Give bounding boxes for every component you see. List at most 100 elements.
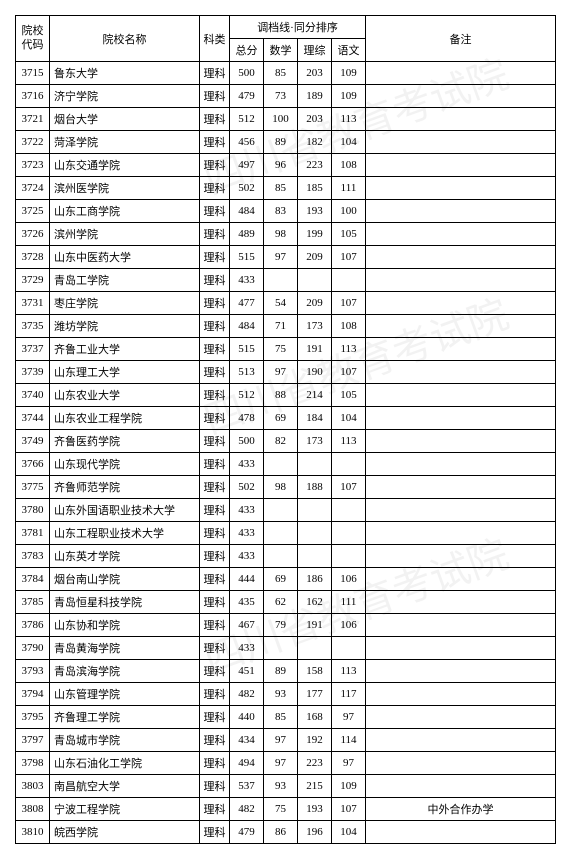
cell-code: 3715 bbox=[16, 62, 50, 85]
cell-comp: 177 bbox=[298, 683, 332, 706]
table-row: 3715鲁东大学理科50085203109 bbox=[16, 62, 556, 85]
cell-chinese: 113 bbox=[332, 430, 366, 453]
cell-name: 菏泽学院 bbox=[50, 131, 200, 154]
table-row: 3724滨州医学院理科50285185111 bbox=[16, 177, 556, 200]
cell-remark bbox=[366, 430, 556, 453]
cell-total: 500 bbox=[230, 430, 264, 453]
cell-chinese: 111 bbox=[332, 591, 366, 614]
cell-chinese: 107 bbox=[332, 476, 366, 499]
table-row: 3775齐鲁师范学院理科50298188107 bbox=[16, 476, 556, 499]
table-head: 院校代码 院校名称 科类 调档线·同分排序 备注 总分 数学 理综 语文 bbox=[16, 16, 556, 62]
cell-code: 3784 bbox=[16, 568, 50, 591]
cell-math: 54 bbox=[264, 292, 298, 315]
cell-remark bbox=[366, 292, 556, 315]
table-row: 3795齐鲁理工学院理科4408516897 bbox=[16, 706, 556, 729]
cell-cat: 理科 bbox=[200, 315, 230, 338]
cell-chinese: 113 bbox=[332, 660, 366, 683]
cell-cat: 理科 bbox=[200, 200, 230, 223]
table-row: 3766山东现代学院理科433 bbox=[16, 453, 556, 476]
cell-code: 3766 bbox=[16, 453, 50, 476]
table-row: 3744山东农业工程学院理科47869184104 bbox=[16, 407, 556, 430]
cell-cat: 理科 bbox=[200, 706, 230, 729]
cell-comp: 168 bbox=[298, 706, 332, 729]
cell-remark bbox=[366, 361, 556, 384]
cell-name: 宁波工程学院 bbox=[50, 798, 200, 821]
cell-total: 435 bbox=[230, 591, 264, 614]
cell-remark bbox=[366, 223, 556, 246]
cell-remark bbox=[366, 614, 556, 637]
cell-code: 3795 bbox=[16, 706, 50, 729]
cell-remark bbox=[366, 177, 556, 200]
cell-code: 3729 bbox=[16, 269, 50, 292]
cell-math: 100 bbox=[264, 108, 298, 131]
cell-total: 433 bbox=[230, 522, 264, 545]
cell-chinese: 113 bbox=[332, 108, 366, 131]
cell-remark: 中外合作办学 bbox=[366, 798, 556, 821]
cell-remark bbox=[366, 568, 556, 591]
cell-chinese: 117 bbox=[332, 683, 366, 706]
cell-chinese: 100 bbox=[332, 200, 366, 223]
cell-code: 3740 bbox=[16, 384, 50, 407]
table-row: 3786山东协和学院理科46779191106 bbox=[16, 614, 556, 637]
cell-chinese: 107 bbox=[332, 292, 366, 315]
table-row: 3790青岛黄海学院理科433 bbox=[16, 637, 556, 660]
cell-total: 433 bbox=[230, 453, 264, 476]
cell-name: 皖西学院 bbox=[50, 821, 200, 844]
cell-code: 3810 bbox=[16, 821, 50, 844]
cell-cat: 理科 bbox=[200, 269, 230, 292]
cell-total: 500 bbox=[230, 62, 264, 85]
cell-comp: 188 bbox=[298, 476, 332, 499]
cell-chinese: 97 bbox=[332, 752, 366, 775]
cell-math: 79 bbox=[264, 614, 298, 637]
table-row: 3783山东英才学院理科433 bbox=[16, 545, 556, 568]
cell-chinese bbox=[332, 453, 366, 476]
cell-cat: 理科 bbox=[200, 223, 230, 246]
cell-code: 3731 bbox=[16, 292, 50, 315]
cell-code: 3735 bbox=[16, 315, 50, 338]
cell-remark bbox=[366, 62, 556, 85]
cell-cat: 理科 bbox=[200, 614, 230, 637]
cell-total: 433 bbox=[230, 637, 264, 660]
cell-remark bbox=[366, 591, 556, 614]
cell-math: 98 bbox=[264, 223, 298, 246]
th-total: 总分 bbox=[230, 39, 264, 62]
cell-math: 83 bbox=[264, 200, 298, 223]
table-row: 3722菏泽学院理科45689182104 bbox=[16, 131, 556, 154]
cell-total: 478 bbox=[230, 407, 264, 430]
cell-math: 73 bbox=[264, 85, 298, 108]
th-remark: 备注 bbox=[366, 16, 556, 62]
cell-math: 97 bbox=[264, 752, 298, 775]
cell-cat: 理科 bbox=[200, 292, 230, 315]
cell-name: 山东理工大学 bbox=[50, 361, 200, 384]
cell-comp bbox=[298, 522, 332, 545]
cell-cat: 理科 bbox=[200, 499, 230, 522]
cell-cat: 理科 bbox=[200, 752, 230, 775]
cell-total: 502 bbox=[230, 476, 264, 499]
cell-math: 97 bbox=[264, 246, 298, 269]
cell-chinese: 109 bbox=[332, 775, 366, 798]
cell-comp: 203 bbox=[298, 62, 332, 85]
cell-chinese bbox=[332, 499, 366, 522]
cell-comp: 215 bbox=[298, 775, 332, 798]
cell-chinese: 106 bbox=[332, 568, 366, 591]
score-table: 院校代码 院校名称 科类 调档线·同分排序 备注 总分 数学 理综 语文 371… bbox=[15, 15, 556, 844]
cell-math: 85 bbox=[264, 62, 298, 85]
cell-math: 93 bbox=[264, 683, 298, 706]
cell-comp: 158 bbox=[298, 660, 332, 683]
cell-remark bbox=[366, 706, 556, 729]
table-row: 3808宁波工程学院理科48275193107中外合作办学 bbox=[16, 798, 556, 821]
cell-math: 89 bbox=[264, 660, 298, 683]
cell-comp: 209 bbox=[298, 292, 332, 315]
cell-cat: 理科 bbox=[200, 177, 230, 200]
cell-code: 3783 bbox=[16, 545, 50, 568]
table-row: 3798山东石油化工学院理科4949722397 bbox=[16, 752, 556, 775]
cell-chinese: 107 bbox=[332, 246, 366, 269]
cell-code: 3790 bbox=[16, 637, 50, 660]
cell-remark bbox=[366, 108, 556, 131]
cell-total: 467 bbox=[230, 614, 264, 637]
cell-math bbox=[264, 453, 298, 476]
cell-total: 433 bbox=[230, 545, 264, 568]
cell-math: 88 bbox=[264, 384, 298, 407]
table-row: 3728山东中医药大学理科51597209107 bbox=[16, 246, 556, 269]
cell-total: 502 bbox=[230, 177, 264, 200]
